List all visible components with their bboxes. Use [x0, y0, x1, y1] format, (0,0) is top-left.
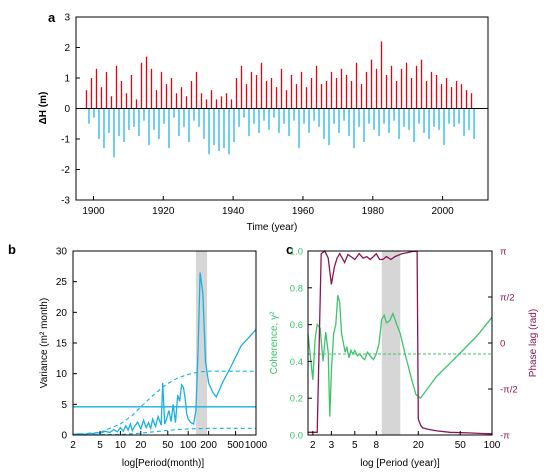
coherence-line: [307, 295, 493, 417]
y-tick-label: 0: [64, 104, 70, 115]
panel-label-c: c: [286, 242, 293, 257]
x-tick-label: 20: [135, 440, 147, 451]
y-tick-label: 3: [64, 13, 70, 24]
x-tick-label: 100: [180, 440, 197, 451]
x-tick-label: 100: [484, 440, 501, 451]
x-tick-label: 1000: [245, 440, 268, 451]
panel-b-xlabel: log[Period(month)]: [122, 458, 204, 469]
y-tick-label: 1.0: [290, 247, 303, 258]
panel-b-ylabel: Variance (m² month): [39, 298, 50, 388]
x-tick-label: 8: [374, 440, 380, 451]
x-tick-label: 1900: [82, 206, 105, 217]
x-tick-label: 1940: [222, 206, 245, 217]
x-tick-label: 50: [455, 440, 467, 451]
y-tick-label-right: π/2: [500, 293, 514, 304]
y-tick-label: 15: [56, 339, 68, 350]
y-tick-label: -2: [61, 165, 70, 176]
x-tick-label: 3: [329, 440, 335, 451]
x-tick-label: 20: [413, 440, 425, 451]
x-tick-label: 5: [352, 440, 358, 451]
panel-a-chart: -3 -2 -1 0 1 2 3 1900 1920 1940 1960 1980 2000: [61, 13, 489, 217]
x-tick-label: 2000: [431, 206, 454, 217]
panel-a-ylabel: ΔH (m): [38, 92, 49, 125]
x-tick-label: 1960: [292, 206, 315, 217]
y-tick-label: 0.0: [290, 431, 303, 442]
panel-a-xlabel: Time (year): [247, 222, 298, 233]
panel-label-a: a: [48, 10, 56, 25]
x-tick-label: 5: [97, 440, 103, 451]
panel-label-b: b: [8, 242, 16, 257]
y-tick-label: 0.6: [290, 320, 303, 331]
panel-c-chart: 0.0 0.2 0.4 0.6 0.8 1.0 -π -π/2 0 π/2 π 2 3 5 8 20 50 100: [290, 247, 518, 452]
y-tick-label: 0.2: [290, 394, 303, 405]
shaded-band: [381, 251, 401, 435]
panel-c-ylabel-left: Coherence, γ²: [269, 311, 280, 374]
x-tick-label: 2: [310, 440, 316, 451]
y-tick-label: 0.4: [290, 357, 303, 368]
x-tick-label: 1980: [362, 206, 385, 217]
x-tick-label: 10: [115, 440, 127, 451]
y-tick-label-right: -π/2: [500, 385, 518, 396]
y-tick-label: 5: [61, 400, 67, 411]
phase-line: [308, 250, 493, 435]
confidence-line: [72, 370, 256, 436]
y-tick-label: -1: [61, 135, 70, 146]
y-tick-label-right: 0: [500, 339, 505, 350]
y-tick-label: 25: [56, 277, 68, 288]
y-tick-label: 20: [56, 308, 68, 319]
x-tick-label: 500: [227, 440, 244, 451]
x-tick-label: 200: [200, 440, 217, 451]
y-tick-label: 1: [64, 74, 70, 85]
y-tick-label: 30: [56, 247, 68, 258]
y-tick-label-right: π: [500, 247, 507, 258]
y-tick-label: 0: [61, 431, 67, 442]
x-tick-label: 50: [162, 440, 174, 451]
y-tick-label: 0.8: [290, 283, 303, 294]
x-tick-label: 2: [70, 440, 76, 451]
shaded-band: [195, 251, 208, 435]
panel-c-ylabel-right: Phase lag (rad): [528, 309, 539, 377]
y-tick-label-right: -π: [500, 431, 510, 442]
y-tick-label: 10: [56, 369, 68, 380]
y-tick-label: 2: [64, 43, 70, 54]
x-tick-label: 1920: [152, 206, 175, 217]
variance-line: [72, 272, 257, 436]
confidence-line: [72, 427, 256, 436]
y-tick-label: -3: [61, 196, 70, 207]
panel-c-xlabel: log [Period (year)]: [360, 458, 440, 469]
